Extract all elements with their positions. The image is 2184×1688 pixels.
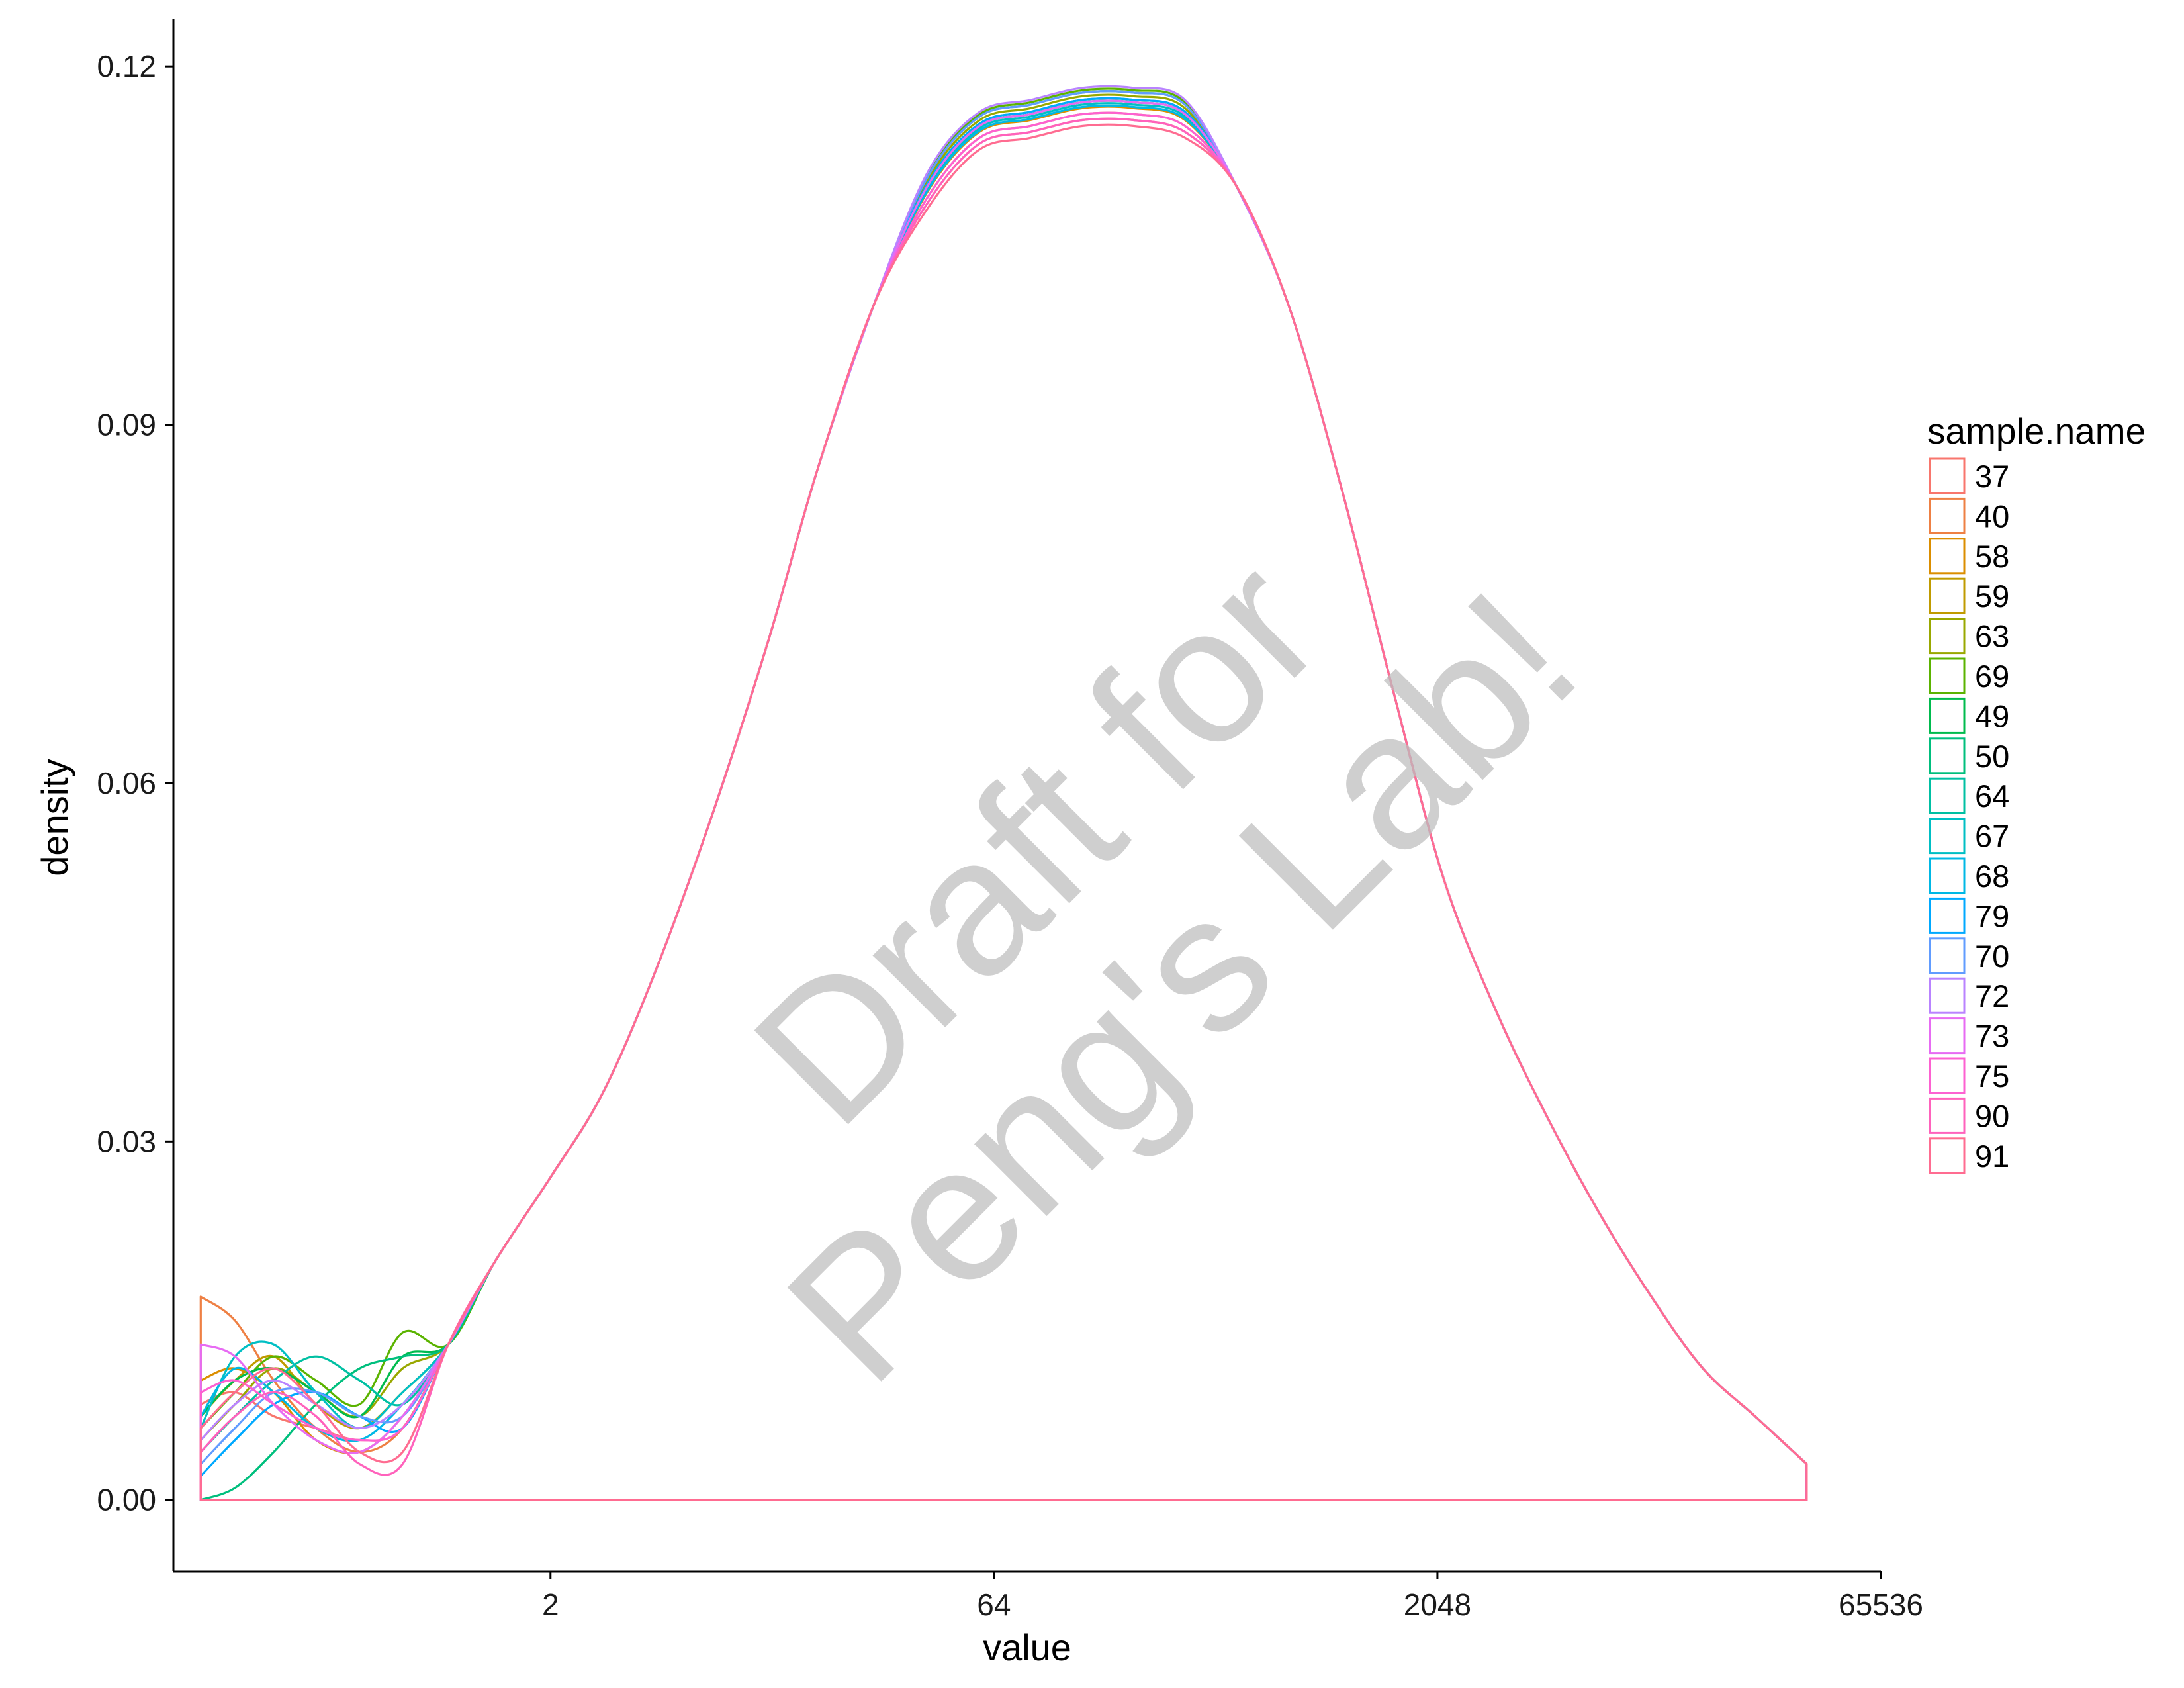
legend-label-75: 75 — [1975, 1058, 2009, 1094]
y-tick-label: 0.12 — [97, 49, 156, 83]
legend-key-58 — [1929, 538, 1966, 575]
legend-key-68 — [1929, 857, 1966, 894]
density-curves — [199, 85, 1808, 1501]
legend-key-64 — [1929, 777, 1966, 814]
legend-key-72 — [1929, 977, 1966, 1014]
legend-label-63: 63 — [1975, 619, 2009, 654]
legend-key-75 — [1929, 1057, 1966, 1094]
axes — [172, 19, 1881, 1573]
legend-key-49 — [1929, 697, 1966, 734]
y-tick-label: 0.06 — [97, 766, 156, 800]
legend-key-69 — [1929, 657, 1966, 694]
legend-key-59 — [1929, 577, 1966, 614]
legend-label-68: 68 — [1975, 859, 2009, 894]
legend-label-64: 64 — [1975, 778, 2009, 814]
x-axis-title: value — [983, 1626, 1071, 1668]
watermark: Draft for Peng's Lab! — [713, 518, 1617, 1423]
x-ticks: 2 64 2048 65536 — [542, 1571, 1923, 1622]
legend-key-90 — [1929, 1097, 1966, 1134]
legend-label-70: 70 — [1975, 939, 2009, 974]
legend-key-73 — [1929, 1017, 1966, 1055]
legend-label-49: 49 — [1975, 698, 2009, 733]
legend-label-67: 67 — [1975, 819, 2009, 854]
y-tick-label: 0.09 — [97, 408, 156, 442]
legend-label-79: 79 — [1975, 898, 2009, 933]
legend-key-91 — [1929, 1137, 1966, 1174]
legend-key-37 — [1929, 457, 1966, 494]
legend: sample.name 37 40 58 59 63 69 49 50 64 67 68 79 70 72… — [1927, 410, 2146, 1174]
legend-label-59: 59 — [1975, 579, 2009, 614]
legend-label-50: 50 — [1975, 739, 2009, 774]
legend-label-72: 72 — [1975, 978, 2009, 1013]
y-axis-title: density — [34, 759, 75, 876]
legend-title: sample.name — [1927, 410, 2146, 451]
legend-label-69: 69 — [1975, 659, 2009, 694]
legend-label-90: 90 — [1975, 1098, 2009, 1133]
legend-label-73: 73 — [1975, 1019, 2009, 1054]
legend-key-50 — [1929, 737, 1966, 774]
x-tick-label: 2 — [542, 1587, 559, 1622]
y-ticks: 0.00 0.03 0.06 0.09 0.12 — [97, 49, 173, 1517]
legend-key-70 — [1929, 937, 1966, 974]
x-tick-label: 2048 — [1404, 1587, 1471, 1622]
legend-label-58: 58 — [1975, 539, 2009, 574]
legend-key-40 — [1929, 497, 1966, 534]
legend-key-67 — [1929, 818, 1966, 855]
density-curve-91 — [199, 123, 1808, 1501]
x-tick-label: 65536 — [1839, 1587, 1923, 1622]
legend-key-63 — [1929, 618, 1966, 655]
legend-label-40: 40 — [1975, 498, 2009, 534]
x-tick-label: 64 — [977, 1587, 1011, 1622]
y-tick-label: 0.03 — [97, 1124, 156, 1158]
y-tick-label: 0.00 — [97, 1483, 156, 1517]
legend-label-91: 91 — [1975, 1139, 2009, 1174]
legend-label-37: 37 — [1975, 459, 2009, 494]
legend-key-79 — [1929, 897, 1966, 934]
